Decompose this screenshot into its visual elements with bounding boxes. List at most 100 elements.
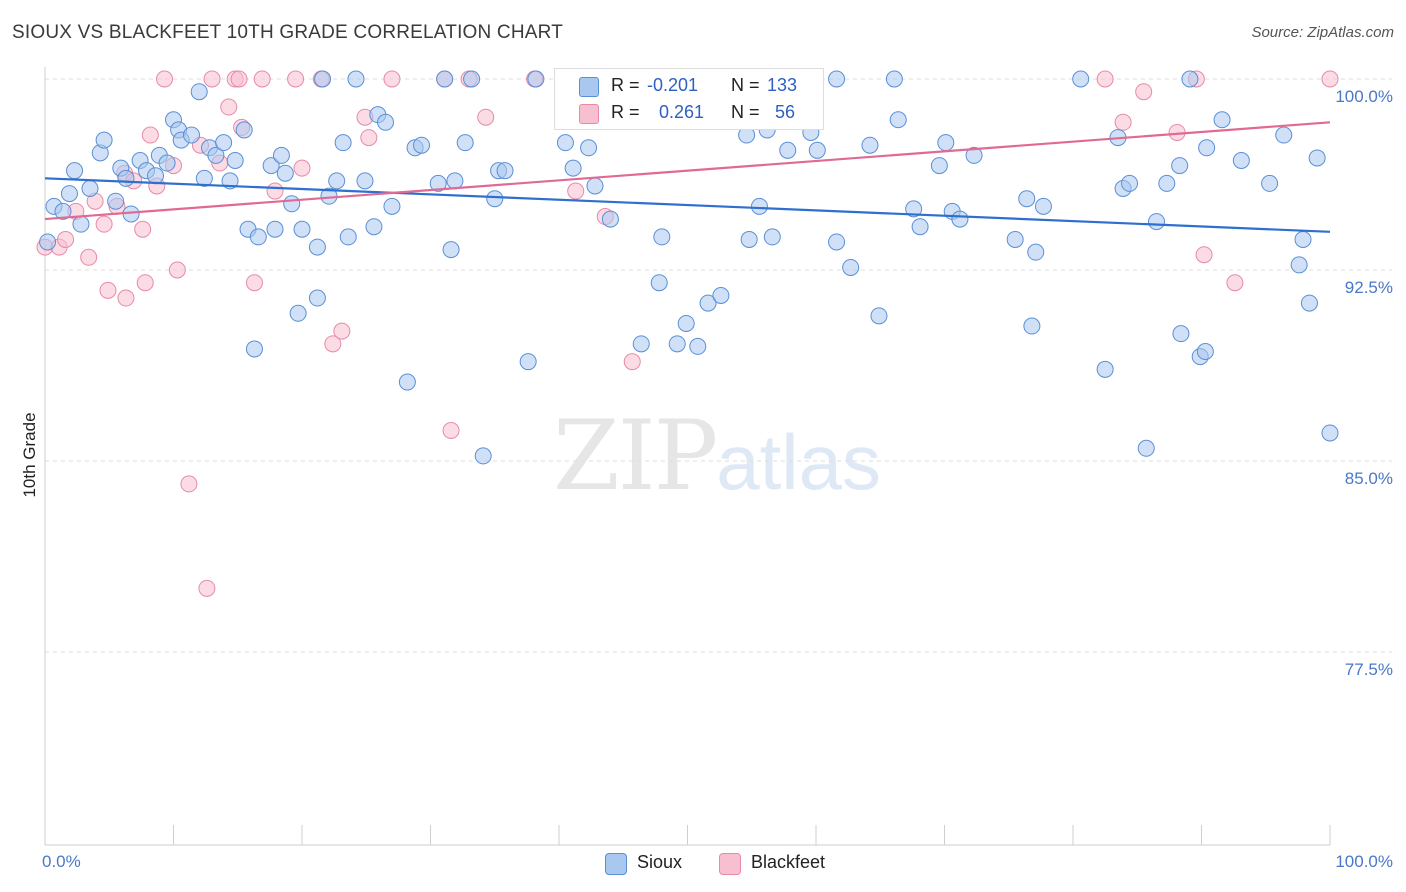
sioux-point	[1158, 174, 1176, 192]
blackfeet-point	[134, 220, 152, 238]
sioux-point	[828, 233, 846, 251]
sioux-point	[308, 238, 326, 256]
sioux-point	[1181, 70, 1199, 88]
blackfeet-point	[567, 182, 585, 200]
sioux-point	[365, 218, 383, 236]
r-label: R =	[611, 75, 640, 95]
sioux-point	[965, 146, 983, 164]
sioux-point	[486, 190, 504, 208]
x-tick-label-max: 100.0%	[1335, 852, 1393, 871]
blackfeet-point	[245, 274, 263, 292]
sioux-point	[1261, 174, 1279, 192]
sioux-point	[496, 162, 514, 180]
chart-title: SIOUX VS BLACKFEET 10TH GRADE CORRELATIO…	[12, 22, 564, 43]
blackfeet-point	[80, 248, 98, 266]
sioux-point	[347, 70, 365, 88]
sioux-point	[632, 335, 650, 353]
sioux-point	[442, 241, 460, 259]
sioux-point	[117, 169, 135, 187]
sioux-point	[66, 162, 84, 180]
y-tick-label-77-5: 77.5%	[1344, 660, 1393, 679]
sioux-point	[54, 202, 72, 220]
sioux-point	[905, 200, 923, 218]
sioux-point	[951, 210, 969, 228]
sioux-point	[1321, 424, 1339, 442]
sioux-point	[314, 70, 332, 88]
sioux-point	[911, 218, 929, 236]
blackfeet-point	[360, 129, 378, 147]
y-tick-label-85: 85.0%	[1344, 469, 1393, 488]
sioux-point	[245, 340, 263, 358]
sioux-point	[195, 169, 213, 187]
sioux-point	[580, 139, 598, 157]
sioux-point	[712, 286, 730, 304]
sioux-point	[885, 70, 903, 88]
blackfeet-point	[287, 70, 305, 88]
sioux-point	[328, 172, 346, 190]
sioux-point	[779, 141, 797, 159]
sioux-point	[226, 151, 244, 169]
sioux-point	[289, 304, 307, 322]
sioux-point	[436, 70, 454, 88]
sioux-point	[72, 215, 90, 233]
sioux-point	[1232, 151, 1250, 169]
sioux-point	[182, 126, 200, 144]
blackfeet-point	[1226, 274, 1244, 292]
blackfeet-point	[99, 281, 117, 299]
sioux-point	[763, 228, 781, 246]
sioux-point	[1137, 439, 1155, 457]
sioux-point	[870, 307, 888, 325]
sioux-point	[650, 274, 668, 292]
y-axis-label: 10th Grade	[20, 412, 39, 498]
sioux-point	[456, 134, 474, 152]
sioux-point	[463, 70, 481, 88]
sioux-point	[519, 353, 537, 371]
sioux-point	[235, 121, 253, 139]
blackfeet-point	[253, 70, 271, 88]
blackfeet-legend-label: Blackfeet	[751, 852, 826, 872]
sioux-point	[377, 113, 395, 131]
blackfeet-point	[1321, 70, 1339, 88]
sioux-point	[668, 335, 686, 353]
sioux-point	[215, 134, 233, 152]
sioux-point	[889, 111, 907, 129]
sioux-legend-label: Sioux	[637, 852, 683, 872]
blackfeet-points	[36, 70, 1339, 597]
blackfeet-point	[141, 126, 159, 144]
sioux-point	[398, 373, 416, 391]
sioux-point	[293, 220, 311, 238]
sioux-point	[930, 157, 948, 175]
sioux-point	[1023, 317, 1041, 335]
blackfeet-point	[333, 322, 351, 340]
blackfeet-point	[198, 579, 216, 597]
blackfeet-point	[220, 98, 238, 116]
blackfeet-point	[168, 261, 186, 279]
sioux-point	[308, 289, 326, 307]
sioux-point	[107, 192, 125, 210]
sioux-point	[276, 164, 294, 182]
sioux-swatch	[579, 77, 599, 97]
blackfeet-point	[266, 182, 284, 200]
sioux-point	[147, 167, 165, 185]
sioux-point	[1300, 294, 1318, 312]
r-value: 0.261	[659, 102, 705, 122]
sioux-point	[653, 228, 671, 246]
blackfeet-point	[203, 70, 221, 88]
sioux-point	[1308, 149, 1326, 167]
sioux-point	[1148, 213, 1166, 231]
sioux-point	[586, 177, 604, 195]
sioux-point	[207, 146, 225, 164]
sioux-point	[740, 230, 758, 248]
y-tick-label-92-5: 92.5%	[1344, 278, 1393, 297]
sioux-point	[556, 134, 574, 152]
grid-lines	[45, 78, 1392, 653]
blackfeet-point	[117, 289, 135, 307]
watermark-zip: ZIP	[553, 400, 718, 512]
sioux-point	[446, 172, 464, 190]
blackfeet-swatch	[579, 104, 599, 124]
sioux-point	[527, 70, 545, 88]
sioux-point	[413, 136, 431, 154]
sioux-point	[1171, 157, 1189, 175]
sioux-point	[1072, 70, 1090, 88]
sioux-point	[1294, 230, 1312, 248]
